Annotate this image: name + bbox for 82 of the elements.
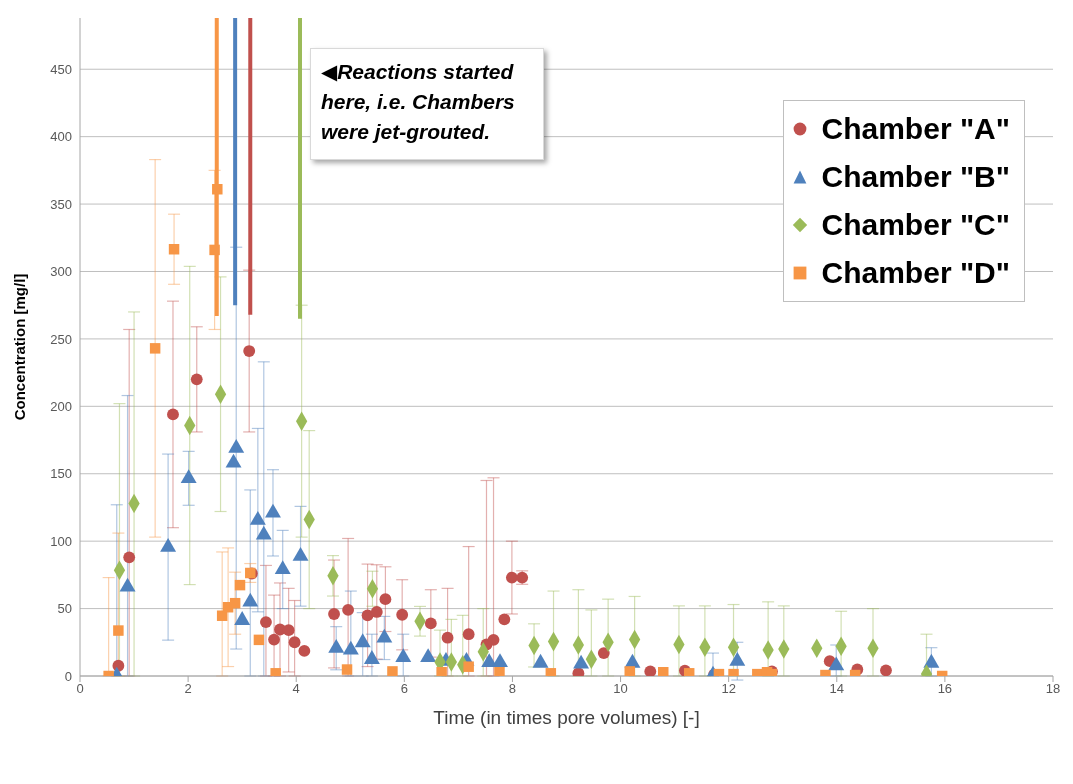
point bbox=[379, 593, 392, 606]
point bbox=[462, 628, 475, 641]
point bbox=[923, 653, 940, 668]
point bbox=[505, 571, 518, 584]
point bbox=[498, 613, 511, 626]
point bbox=[597, 647, 610, 659]
x-tick-label: 8 bbox=[508, 681, 517, 697]
point bbox=[242, 592, 259, 607]
point bbox=[658, 666, 669, 676]
point bbox=[167, 408, 179, 421]
point bbox=[190, 373, 203, 386]
y-tick-label: 0 bbox=[64, 668, 72, 684]
point bbox=[342, 604, 355, 616]
point bbox=[168, 244, 180, 255]
y-tick-label: 350 bbox=[50, 196, 72, 212]
point bbox=[395, 648, 412, 662]
point bbox=[212, 184, 223, 195]
legend-label: Chamber "B" bbox=[821, 160, 1010, 194]
point bbox=[644, 665, 657, 676]
point bbox=[828, 656, 845, 671]
point bbox=[119, 577, 136, 592]
point bbox=[420, 648, 437, 662]
y-tick-label: 50 bbox=[57, 601, 72, 617]
x-tick-label: 18 bbox=[1045, 681, 1061, 697]
point bbox=[149, 343, 161, 354]
point bbox=[624, 666, 635, 676]
legend-label: Chamber "C" bbox=[821, 208, 1010, 242]
x-axis-title: Time (in times pore volumes) [-] bbox=[433, 707, 700, 728]
legend-label: Chamber "D" bbox=[821, 256, 1010, 290]
point bbox=[234, 611, 251, 625]
point bbox=[387, 666, 398, 676]
point bbox=[573, 654, 590, 669]
x-tick-label: 4 bbox=[292, 681, 300, 697]
point bbox=[123, 551, 136, 564]
point bbox=[234, 579, 246, 591]
x-tick-label: 12 bbox=[721, 681, 736, 697]
point bbox=[274, 560, 291, 575]
point bbox=[492, 653, 508, 668]
point bbox=[328, 639, 345, 653]
x-tick-label: 14 bbox=[829, 681, 845, 697]
point bbox=[216, 610, 228, 621]
point bbox=[424, 617, 437, 630]
point bbox=[243, 345, 256, 357]
point bbox=[342, 640, 359, 655]
point bbox=[370, 606, 383, 618]
y-tick-label: 450 bbox=[50, 61, 72, 77]
y-tick-label: 400 bbox=[50, 129, 72, 145]
x-tick-label: 0 bbox=[76, 681, 84, 697]
point bbox=[463, 661, 474, 672]
point bbox=[288, 636, 301, 649]
point bbox=[341, 664, 353, 675]
point bbox=[487, 633, 500, 646]
point bbox=[880, 664, 892, 676]
point bbox=[354, 633, 371, 648]
y-tick-label: 250 bbox=[50, 331, 72, 347]
point bbox=[113, 625, 124, 636]
point bbox=[376, 628, 393, 643]
point bbox=[268, 633, 280, 646]
x-tick-label: 16 bbox=[937, 681, 953, 697]
x-tick-label: 10 bbox=[613, 681, 628, 697]
point bbox=[396, 608, 409, 621]
y-tick-label: 100 bbox=[50, 533, 72, 549]
point bbox=[209, 244, 220, 256]
annotation: ◀Reactions started here, i.e. Chambers were jet-grouted. bbox=[310, 48, 544, 160]
point bbox=[260, 616, 272, 628]
point bbox=[229, 597, 241, 609]
point bbox=[253, 634, 265, 646]
y-tick-label: 300 bbox=[50, 264, 72, 280]
point bbox=[441, 631, 454, 644]
y-axis-title: Concentration [mg/l] bbox=[11, 273, 29, 421]
point bbox=[729, 651, 746, 666]
x-tick-label: 6 bbox=[400, 681, 408, 697]
point bbox=[532, 653, 549, 668]
legend-label: Chamber "A" bbox=[821, 112, 1010, 146]
point bbox=[292, 547, 309, 561]
point bbox=[298, 645, 311, 657]
x-tick-label: 2 bbox=[184, 681, 192, 697]
point bbox=[494, 666, 505, 676]
point bbox=[328, 608, 340, 620]
y-tick-label: 150 bbox=[50, 466, 72, 482]
point bbox=[363, 650, 380, 664]
y-tick-label: 200 bbox=[50, 398, 72, 414]
